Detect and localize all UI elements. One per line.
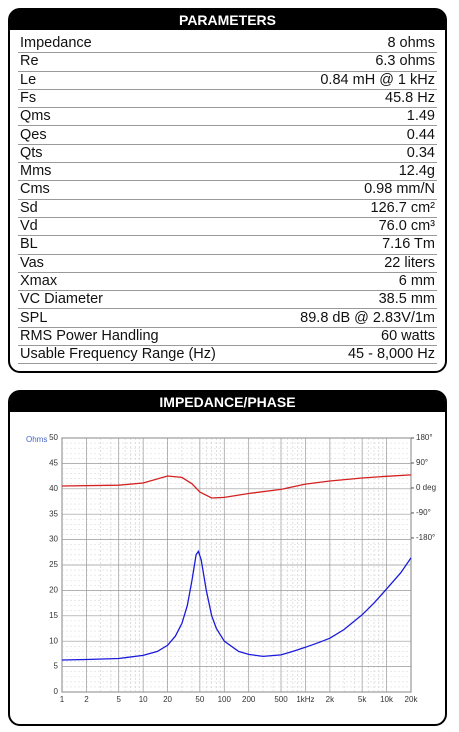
parameter-label: VC Diameter: [20, 291, 103, 308]
parameter-row: Qes 0.44: [18, 126, 437, 145]
panel-title: PARAMETERS: [10, 10, 445, 30]
parameter-row: Re 6.3 ohms: [18, 52, 437, 72]
parameter-label: RMS Power Handling: [20, 327, 159, 344]
parameter-value: 0.84 mH @ 1 kHz: [320, 71, 435, 88]
parameter-row: Impedance 8 ohms: [18, 34, 437, 54]
parameter-label: Mms: [20, 163, 52, 180]
parameter-value: 6.3 ohms: [375, 53, 435, 70]
parameters-panel: PARAMETERS Impedance 8 ohms Re 6.3 ohms Le 0.…: [8, 8, 447, 373]
parameter-label: Qts: [20, 144, 43, 161]
parameter-value: 89.8 dB @ 2.83V/1m: [300, 309, 435, 326]
parameter-value: 60 watts: [381, 327, 435, 344]
parameter-label: Re: [20, 53, 39, 70]
parameter-value: 1.49: [406, 108, 435, 125]
parameter-value: 0.34: [406, 144, 435, 161]
parameter-label: Xmax: [20, 272, 58, 289]
parameter-label: Sd: [20, 199, 38, 216]
parameter-row: Fs 45.8 Hz: [18, 89, 437, 109]
parameter-row: Usable Frequency Range (Hz) 45 - 8,000 Hz: [18, 345, 437, 365]
parameter-value: 38.5 mm: [378, 291, 435, 308]
chart-panel: IMPEDANCE/PHASE: [8, 390, 447, 726]
parameter-label: Vas: [20, 254, 44, 271]
parameter-row: Cms 0.98 mm/N: [18, 180, 437, 200]
parameter-row: Sd 126.7 cm²: [18, 199, 437, 218]
parameter-row: Mms 12.4g: [18, 162, 437, 182]
parameter-value: 0.98 mm/N: [364, 181, 435, 198]
parameter-value: 7.16 Tm: [382, 236, 435, 253]
parameter-row: Le 0.84 mH @ 1 kHz: [18, 71, 437, 90]
parameter-label: Impedance: [20, 35, 92, 51]
parameter-row: BL 7.16 Tm: [18, 235, 437, 255]
parameter-label: Cms: [20, 181, 50, 198]
parameter-value: 8 ohms: [387, 35, 435, 51]
parameter-row: Vas 22 liters: [18, 254, 437, 273]
parameter-value: 76.0 cm³: [378, 218, 435, 234]
parameter-label: Fs: [20, 89, 37, 106]
parameter-label: Usable Frequency Range (Hz): [20, 346, 216, 363]
parameter-row: Vd 76.0 cm³: [18, 217, 437, 237]
parameter-row: VC Diameter 38.5 mm: [18, 290, 437, 310]
parameter-label: BL: [20, 236, 38, 253]
parameter-value: 22 liters: [384, 254, 435, 271]
parameter-value: 45.8 Hz: [385, 89, 435, 106]
parameter-label: Qms: [20, 108, 51, 125]
parameter-row: RMS Power Handling 60 watts: [18, 327, 437, 347]
parameter-label: SPL: [20, 309, 48, 326]
parameter-row: SPL 89.8 dB @ 2.83V/1m: [18, 309, 437, 328]
chart-title: IMPEDANCE/PHASE: [10, 392, 445, 412]
parameter-row: Xmax 6 mm: [18, 272, 437, 292]
parameter-value: 12.4g: [398, 163, 435, 180]
parameter-row: Qts 0.34: [18, 144, 437, 164]
parameter-label: Qes: [20, 126, 47, 143]
parameter-value: 45 - 8,000 Hz: [347, 346, 435, 363]
parameter-value: 0.44: [406, 126, 435, 143]
parameter-value: 126.7 cm²: [370, 199, 435, 216]
parameter-label: Vd: [20, 218, 38, 234]
parameter-value: 6 mm: [398, 272, 435, 289]
parameter-label: Le: [20, 71, 37, 88]
parameter-row: Qms 1.49: [18, 107, 437, 127]
